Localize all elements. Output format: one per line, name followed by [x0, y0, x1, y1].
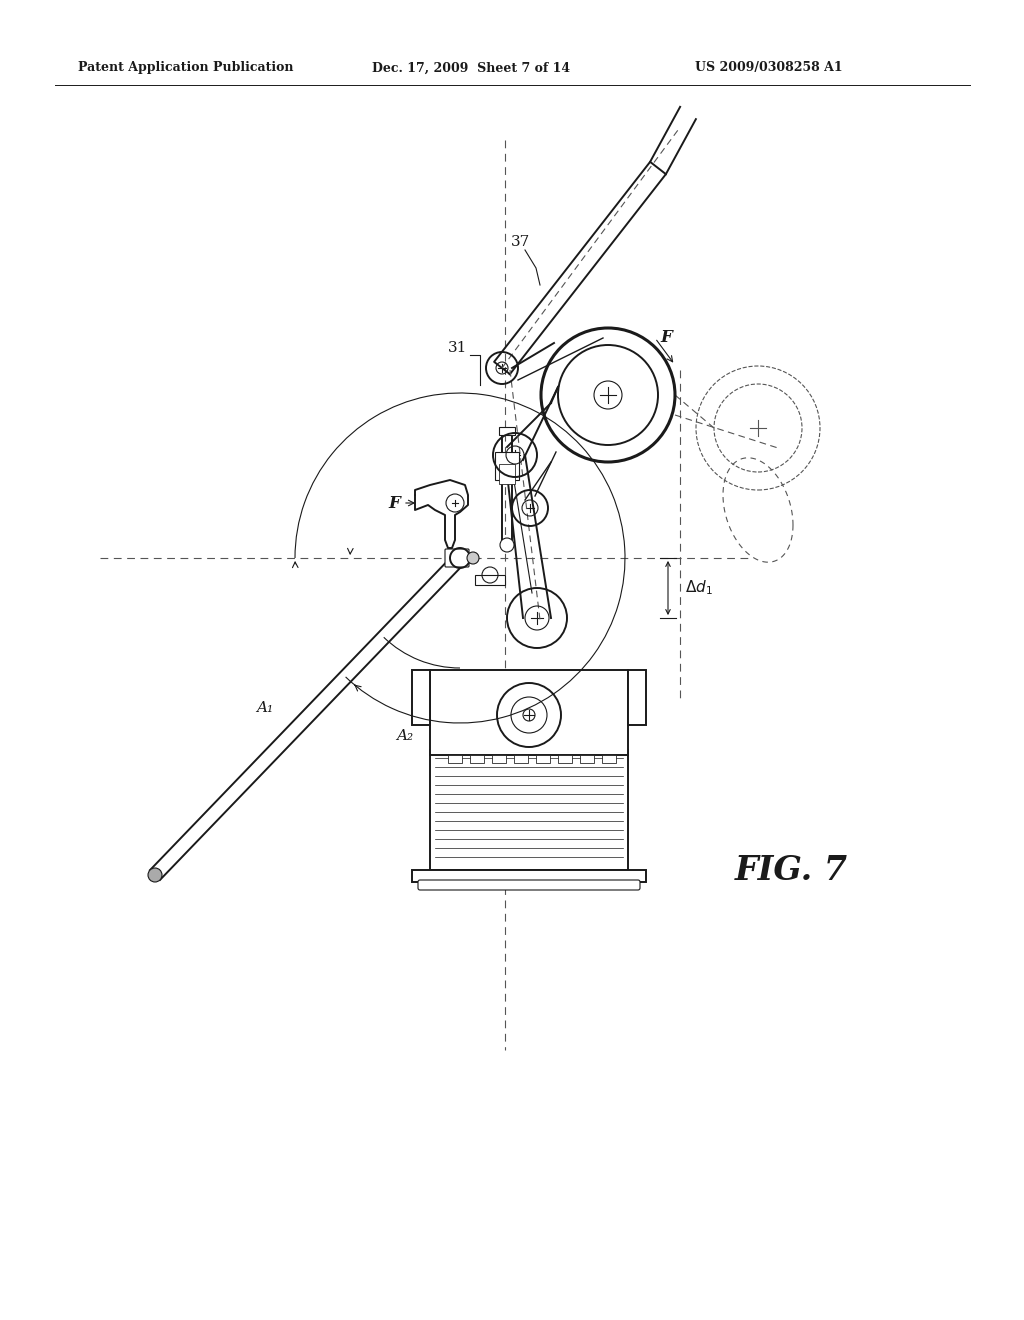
FancyBboxPatch shape: [445, 549, 469, 568]
Text: A₂: A₂: [396, 729, 414, 743]
Bar: [499, 465, 515, 484]
Circle shape: [500, 539, 514, 552]
Bar: [558, 755, 572, 763]
Text: 31: 31: [449, 341, 468, 355]
Text: FIG. 7: FIG. 7: [735, 854, 848, 887]
Bar: [514, 755, 528, 763]
Text: A₁: A₁: [256, 701, 273, 715]
FancyBboxPatch shape: [418, 880, 640, 890]
Text: Dec. 17, 2009  Sheet 7 of 14: Dec. 17, 2009 Sheet 7 of 14: [372, 62, 570, 74]
Bar: [430, 750, 628, 870]
Bar: [495, 451, 519, 480]
Circle shape: [467, 552, 479, 564]
Bar: [499, 426, 515, 436]
Bar: [580, 755, 594, 763]
Bar: [475, 576, 505, 585]
Text: Patent Application Publication: Patent Application Publication: [78, 62, 294, 74]
Bar: [602, 755, 616, 763]
Text: $\Delta d_1$: $\Delta d_1$: [685, 578, 713, 598]
Text: US 2009/0308258 A1: US 2009/0308258 A1: [695, 62, 843, 74]
Text: F: F: [660, 330, 672, 346]
Bar: [536, 755, 550, 763]
Text: 37: 37: [510, 235, 529, 249]
Bar: [412, 870, 646, 882]
Bar: [470, 755, 484, 763]
Bar: [492, 755, 506, 763]
Bar: [430, 671, 628, 755]
Bar: [628, 671, 646, 725]
Circle shape: [148, 869, 162, 882]
Bar: [412, 671, 430, 725]
Text: F: F: [388, 495, 399, 511]
Bar: [449, 755, 462, 763]
